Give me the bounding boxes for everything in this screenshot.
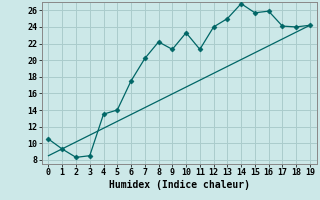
X-axis label: Humidex (Indice chaleur): Humidex (Indice chaleur): [109, 180, 250, 190]
